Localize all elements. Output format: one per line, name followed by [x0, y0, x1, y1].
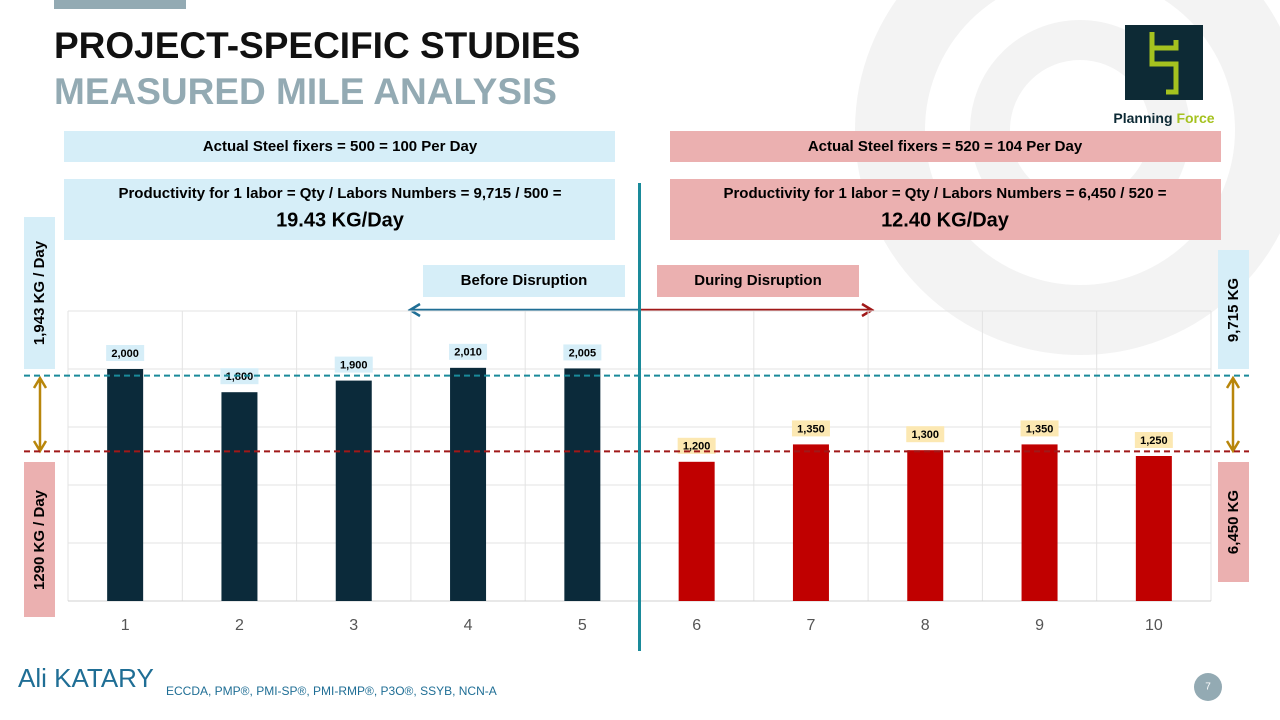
info-box: [64, 179, 615, 240]
value-label-box: [1020, 420, 1059, 437]
info-text: Actual Steel fixers = 520 = 104 Per Day: [808, 138, 1083, 155]
page-badge: [1194, 673, 1222, 701]
value-label: 1,300: [911, 429, 939, 441]
logo-word: Planning: [1113, 110, 1172, 126]
x-tick-label: 3: [349, 617, 358, 634]
x-tick-label: 5: [578, 617, 587, 634]
phase-label: During Disruption: [694, 272, 822, 289]
value-label: 1,200: [683, 441, 711, 453]
info-box: [670, 131, 1221, 162]
phase-box: [423, 265, 625, 297]
bar: [1021, 444, 1058, 601]
bar: [564, 368, 601, 601]
side-box: [24, 462, 55, 617]
value-label-box: [677, 437, 716, 454]
author: Ali KATARY: [18, 663, 154, 693]
gap-arrows: [32, 375, 1241, 454]
result: 19.43 KG/Day: [276, 209, 405, 231]
value-label: 1,350: [1026, 423, 1054, 435]
bar: [1135, 456, 1172, 601]
side-box: [24, 217, 55, 369]
formula: Productivity for 1 labor = Qty / Labors …: [723, 185, 1166, 202]
phase-box: [657, 265, 859, 297]
value-label: 2,005: [569, 347, 597, 359]
bar: [107, 369, 144, 601]
value-label: 1,800: [226, 371, 254, 383]
x-tick-label: 7: [806, 617, 815, 634]
value-label-box: [791, 420, 830, 437]
logo-word: Force: [1176, 110, 1214, 126]
value-label: 2,010: [454, 347, 482, 359]
info-box: [64, 131, 615, 162]
accent-bar: [54, 0, 186, 9]
x-tick-label: 9: [1035, 617, 1044, 634]
logo: Planning Force: [1113, 25, 1215, 126]
value-label-box: [334, 356, 373, 373]
info-box: [670, 179, 1221, 240]
svg-text:Planning Force: Planning Force: [1113, 110, 1214, 126]
value-label-box: [563, 344, 602, 361]
bar: [907, 450, 944, 601]
info-text: Actual Steel fixers = 500 = 100 Per Day: [203, 138, 478, 155]
bar: [450, 367, 487, 601]
chart: 1 2,000 2 1,800 3 1,900 4 2,010 5 2,005 6 1,200 7 1,3…: [24, 183, 1249, 651]
page-number: 7: [1205, 682, 1211, 693]
value-label-box: [1134, 432, 1173, 448]
bar: [678, 461, 715, 601]
x-tick-label: 2: [235, 617, 244, 634]
value-label-box: [449, 343, 488, 360]
value-label: 2,000: [111, 348, 139, 360]
x-tick-label: 10: [1145, 617, 1163, 634]
value-label: 1,900: [340, 360, 368, 372]
subtitle: MEASURED MILE ANALYSIS: [54, 71, 557, 112]
reference-label: 1290 KG / Day: [31, 489, 48, 590]
bar: [335, 380, 372, 601]
value-label: 1,350: [797, 423, 825, 435]
credentials: ECCDA, PMP®, PMI-SP®, PMI-RMP®, P3O®, SS…: [166, 684, 497, 698]
value-label-box: [906, 426, 945, 443]
total-label: 6,450 KG: [1225, 490, 1242, 554]
x-tick-label: 1: [121, 617, 130, 634]
total-label: 9,715 KG: [1225, 278, 1242, 342]
reference-label: 1,943 KG / Day: [31, 240, 48, 345]
title: PROJECT-SPECIFIC STUDIES: [54, 25, 580, 66]
x-tick-label: 4: [464, 617, 473, 634]
value-label: 1,250: [1140, 435, 1168, 447]
phase-arrows: [407, 302, 875, 318]
phase-label: Before Disruption: [461, 272, 588, 289]
x-tick-label: 8: [921, 617, 930, 634]
side-box: [1218, 250, 1249, 369]
side-box: [1218, 462, 1249, 582]
result: 12.40 KG/Day: [881, 209, 1010, 231]
formula: Productivity for 1 labor = Qty / Labors …: [118, 185, 561, 202]
bar: [792, 444, 829, 601]
x-tick-label: 6: [692, 617, 701, 634]
value-label-box: [106, 345, 145, 361]
bar: [221, 392, 258, 601]
